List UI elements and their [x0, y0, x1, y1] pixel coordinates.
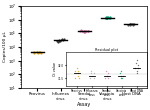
Point — [105, 17, 108, 18]
Point — [131, 23, 133, 25]
Point — [79, 30, 81, 31]
Point — [105, 17, 107, 19]
Point — [108, 17, 110, 18]
Point — [83, 31, 86, 33]
Point — [105, 17, 107, 18]
Point — [63, 38, 65, 40]
Point — [129, 23, 131, 25]
Point — [86, 30, 89, 32]
Point — [129, 24, 131, 25]
Point — [84, 30, 87, 32]
Point — [105, 17, 108, 18]
Point — [58, 40, 61, 42]
Point — [87, 30, 89, 32]
Point — [58, 39, 60, 41]
Point — [60, 39, 62, 41]
Point — [129, 23, 131, 25]
Point — [36, 51, 38, 53]
Point — [106, 17, 109, 19]
Point — [83, 30, 85, 32]
Point — [57, 41, 59, 42]
Point — [56, 40, 58, 42]
Point — [129, 24, 131, 26]
Point — [81, 30, 83, 32]
Point — [109, 16, 111, 18]
Point — [133, 23, 135, 25]
Point — [83, 31, 86, 32]
Point — [106, 17, 108, 19]
Point — [82, 31, 85, 33]
Point — [40, 52, 42, 53]
Point — [105, 17, 108, 18]
Point — [61, 38, 63, 40]
Point — [127, 24, 129, 25]
Point — [84, 31, 86, 32]
Point — [104, 17, 107, 18]
Point — [33, 51, 35, 53]
Point — [132, 23, 134, 25]
Point — [58, 40, 60, 42]
Point — [106, 17, 108, 18]
Point — [38, 51, 40, 53]
Point — [38, 51, 41, 53]
Point — [85, 30, 87, 32]
Point — [87, 30, 89, 32]
Point — [80, 29, 82, 31]
Point — [33, 52, 35, 54]
Point — [107, 17, 109, 18]
Point — [36, 52, 39, 54]
Point — [62, 40, 64, 41]
Point — [36, 52, 39, 53]
Point — [132, 24, 134, 26]
Point — [80, 30, 83, 31]
Y-axis label: Copies/100 μL: Copies/100 μL — [3, 32, 7, 62]
Point — [106, 17, 108, 18]
X-axis label: Assay: Assay — [77, 102, 91, 107]
Point — [130, 24, 132, 25]
Point — [108, 17, 111, 18]
